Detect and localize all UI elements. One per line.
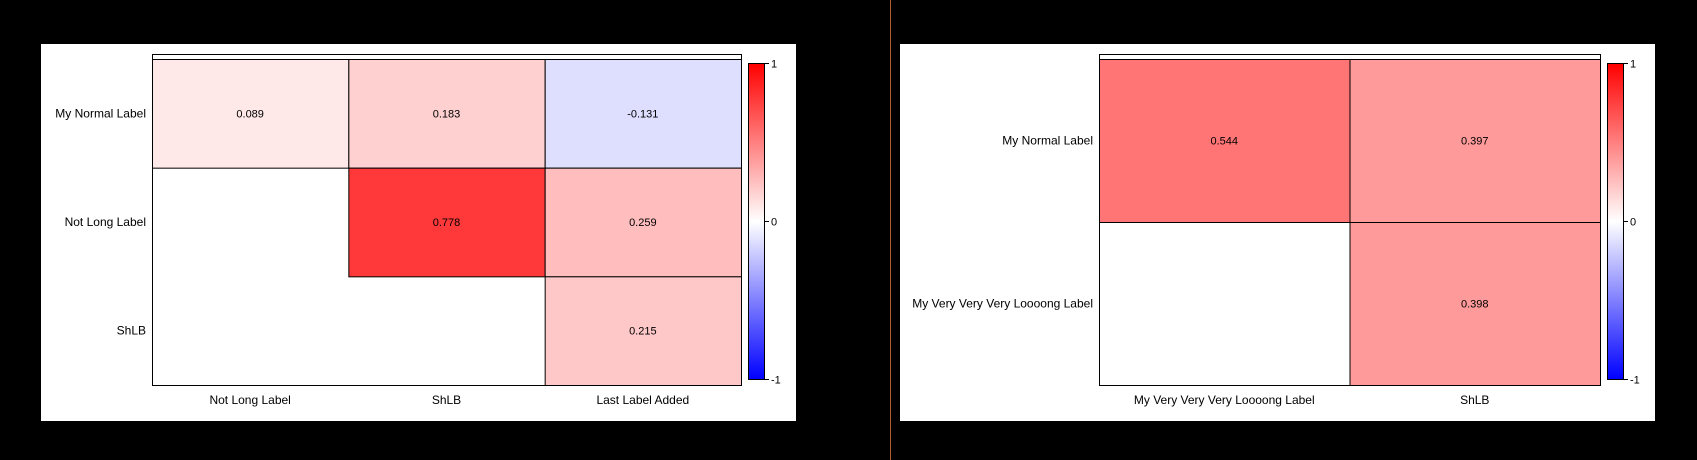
colorbar-tick-label: 0 [771, 217, 777, 229]
heatmap-chart-left: 0.089 0.183 -0.131 0.778 0.259 0.215 My Normal… [55, 54, 781, 407]
heatmap-cell [1349, 222, 1601, 386]
column-label: My Very Very Very Loooong Label [1134, 393, 1315, 407]
column-label: Last Label Added [596, 393, 689, 407]
cell-value-label: 0.183 [433, 108, 461, 120]
cell-value-label: 0.397 [1461, 136, 1489, 148]
colorbar-tick-label: 0 [1630, 217, 1636, 229]
cell-value-label: 0.544 [1210, 136, 1238, 148]
colorbar-tick-label: -1 [1630, 375, 1640, 387]
heatmap-cell [348, 167, 546, 278]
heatmap-cell [1099, 59, 1351, 223]
heatmap-panel-left: 0.089 0.183 -0.131 0.778 0.259 0.215 My Normal… [41, 44, 796, 421]
cell-value-label: 0.778 [433, 217, 461, 229]
cell-value-label: -0.131 [627, 108, 658, 120]
row-label: Not Long Label [65, 215, 146, 229]
column-label: Not Long Label [209, 393, 290, 407]
heatmap-cell [544, 59, 742, 169]
column-label: ShLB [432, 393, 461, 407]
column-label: ShLB [1460, 393, 1489, 407]
row-label: ShLB [117, 324, 146, 338]
heatmap-cell [152, 59, 350, 169]
colorbar [1607, 63, 1624, 380]
heatmap-chart-right: 0.544 0.397 0.398 My Normal Label My Very Ve… [912, 54, 1640, 407]
colorbar [748, 63, 765, 380]
cell-value-label: 0.089 [236, 108, 264, 120]
cell-value-label: 0.215 [629, 326, 657, 338]
colorbar-tick-label: 1 [771, 59, 777, 71]
heatmap-cell [348, 59, 546, 169]
cell-value-label: 0.259 [629, 217, 657, 229]
heatmap-panel-right: 0.544 0.397 0.398 My Normal Label My Very Ve… [900, 44, 1655, 421]
colorbar-tick-label: -1 [771, 375, 781, 387]
row-label: My Very Very Very Loooong Label [912, 297, 1093, 311]
colorbar-tick-label: 1 [1630, 59, 1636, 71]
heatmap-cell [1349, 59, 1601, 223]
row-label: My Normal Label [1002, 134, 1093, 148]
panel-divider [890, 0, 891, 460]
heatmap-cell [544, 276, 742, 386]
row-label: My Normal Label [55, 106, 146, 120]
cell-value-label: 0.398 [1461, 299, 1489, 311]
